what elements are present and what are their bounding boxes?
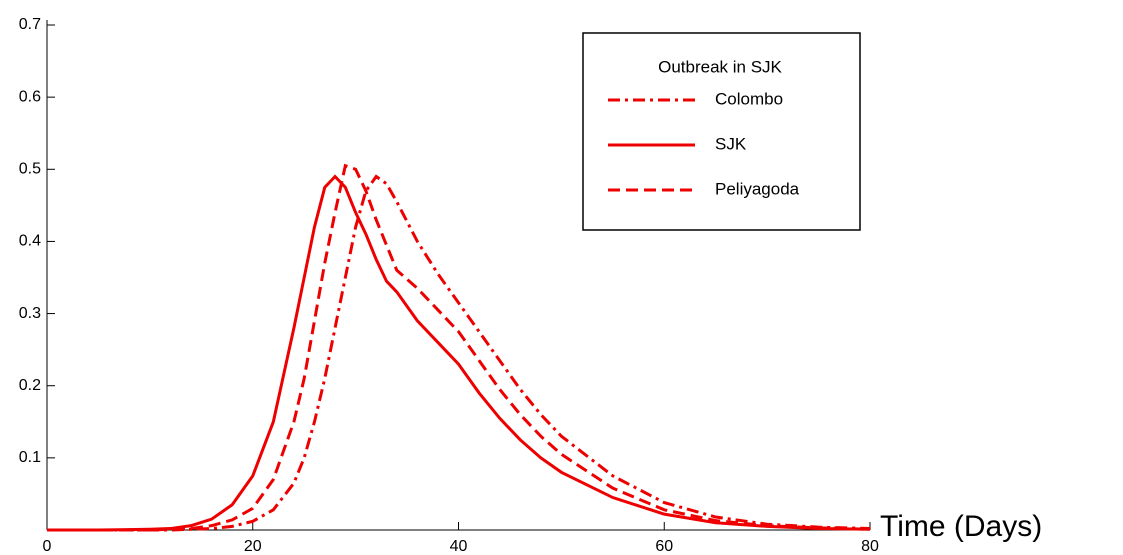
series-line: [47, 174, 871, 532]
y-tick-label: 0.7: [19, 16, 41, 33]
legend-label: Colombo: [715, 89, 783, 108]
series-line: [47, 163, 871, 532]
x-tick-label: 20: [244, 538, 262, 555]
y-tick-label: 0.3: [19, 305, 41, 322]
y-tick-label: 0.6: [19, 88, 41, 105]
x-tick-label: 0: [43, 538, 52, 555]
series-line: [47, 174, 871, 532]
y-tick-label: 0.2: [19, 377, 41, 394]
y-tick-label: 0.5: [19, 161, 41, 178]
legend-title: Outbreak in SJK: [658, 57, 782, 76]
x-axis-label: Time (Days): [880, 510, 1042, 543]
x-tick-label: 60: [655, 538, 673, 555]
x-tick-label: 80: [861, 538, 879, 555]
y-tick-label: 0.4: [19, 233, 41, 250]
legend-box: [582, 32, 861, 231]
x-tick-label: 40: [450, 538, 468, 555]
y-tick-label: 0.1: [19, 449, 41, 466]
legend-label: Peliyagoda: [715, 179, 800, 198]
legend-label: SJK: [715, 134, 747, 153]
